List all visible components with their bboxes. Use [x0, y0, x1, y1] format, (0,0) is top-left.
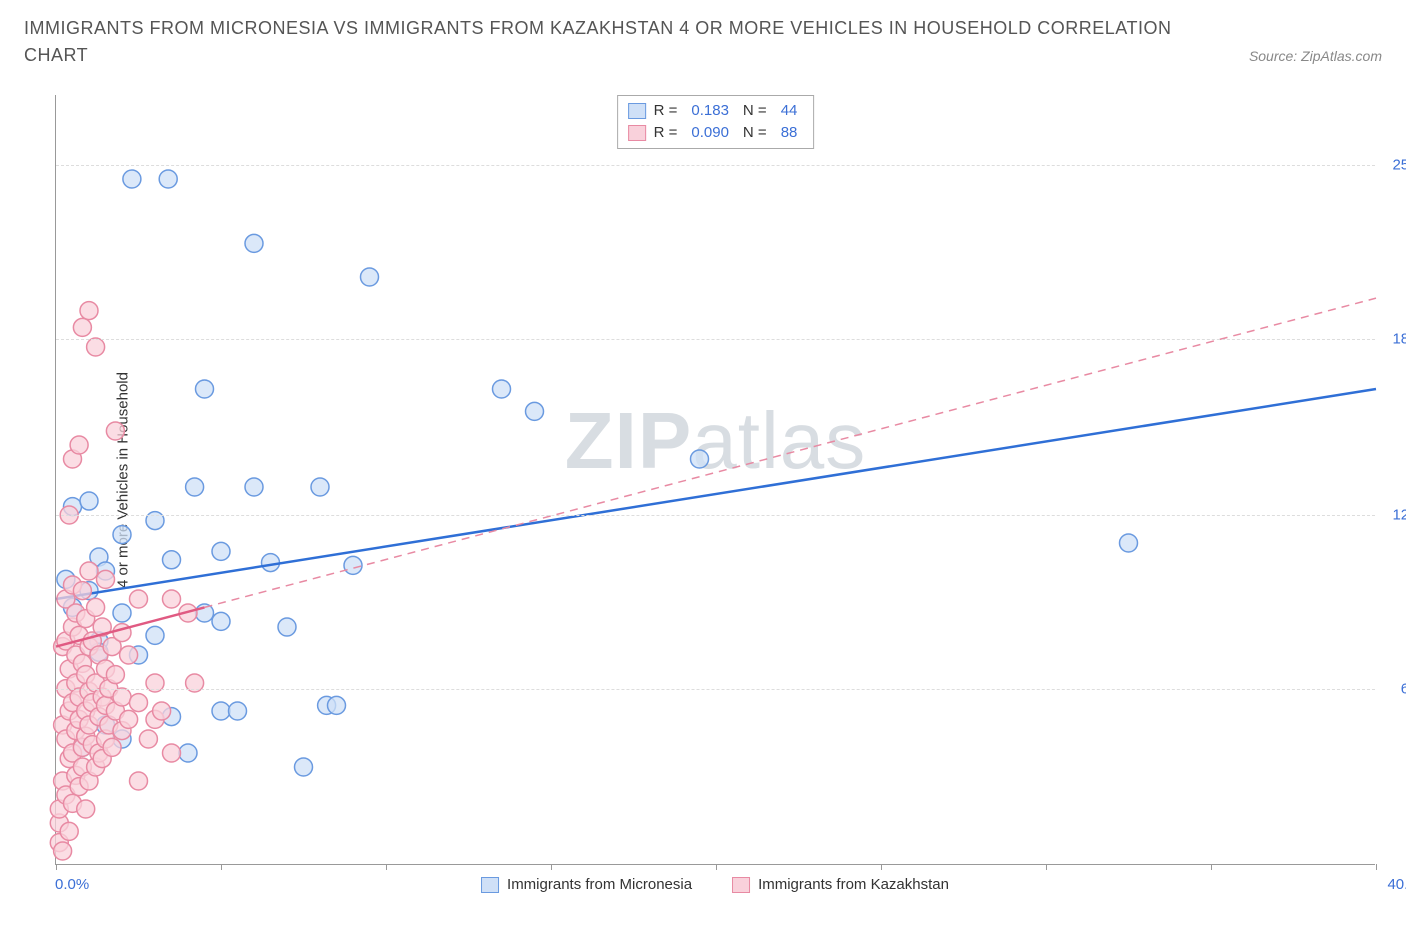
- data-point-kazakhstan: [113, 688, 131, 706]
- x-tick: [1046, 864, 1047, 870]
- y-tick-label: 6.3%: [1401, 680, 1406, 697]
- data-point-micronesia: [159, 170, 177, 188]
- legend-swatch: [732, 877, 750, 893]
- data-point-micronesia: [196, 380, 214, 398]
- data-point-kazakhstan: [163, 744, 181, 762]
- x-tick: [56, 864, 57, 870]
- data-point-kazakhstan: [97, 570, 115, 588]
- data-point-micronesia: [113, 526, 131, 544]
- x-tick: [881, 864, 882, 870]
- legend-swatch: [628, 103, 646, 119]
- data-point-micronesia: [163, 551, 181, 569]
- x-tick: [551, 864, 552, 870]
- data-point-kazakhstan: [80, 302, 98, 320]
- data-point-micronesia: [123, 170, 141, 188]
- legend-n-value: 88: [781, 122, 798, 144]
- data-point-micronesia: [493, 380, 511, 398]
- data-point-micronesia: [146, 626, 164, 644]
- legend-swatch: [628, 125, 646, 141]
- gridline: [56, 165, 1375, 166]
- data-point-micronesia: [361, 268, 379, 286]
- chart-subtitle: CHART: [24, 45, 88, 66]
- data-point-micronesia: [245, 234, 263, 252]
- x-tick: [386, 864, 387, 870]
- data-point-micronesia: [80, 492, 98, 510]
- data-point-micronesia: [278, 618, 296, 636]
- x-tick: [221, 864, 222, 870]
- legend-stat-row: R = 0.090 N = 88: [628, 122, 804, 144]
- data-point-micronesia: [344, 556, 362, 574]
- legend-item: Immigrants from Kazakhstan: [732, 876, 949, 893]
- legend-r-value: 0.183: [691, 100, 729, 122]
- data-point-kazakhstan: [77, 800, 95, 818]
- data-point-micronesia: [262, 554, 280, 572]
- legend-item: Immigrants from Micronesia: [481, 876, 692, 893]
- legend-stat-row: R = 0.183 N = 44: [628, 100, 804, 122]
- data-point-micronesia: [229, 702, 247, 720]
- data-point-kazakhstan: [70, 436, 88, 454]
- data-point-micronesia: [212, 612, 230, 630]
- data-point-micronesia: [113, 604, 131, 622]
- data-point-kazakhstan: [106, 422, 124, 440]
- data-point-kazakhstan: [120, 710, 138, 728]
- x-tick: [716, 864, 717, 870]
- data-point-kazakhstan: [54, 842, 72, 860]
- data-point-micronesia: [526, 402, 544, 420]
- legend-n-value: 44: [781, 100, 798, 122]
- data-point-kazakhstan: [130, 694, 148, 712]
- y-tick-label: 25.0%: [1392, 157, 1406, 174]
- x-axis-max-label: 40.0%: [1387, 876, 1406, 893]
- data-point-micronesia: [186, 478, 204, 496]
- data-point-kazakhstan: [120, 646, 138, 664]
- chart-title: IMMIGRANTS FROM MICRONESIA VS IMMIGRANTS…: [24, 18, 1382, 39]
- data-point-kazakhstan: [60, 822, 78, 840]
- data-point-kazakhstan: [87, 338, 105, 356]
- x-axis-min-label: 0.0%: [55, 876, 89, 893]
- data-point-micronesia: [179, 744, 197, 762]
- gridline: [56, 689, 1375, 690]
- legend-n-label: N =: [743, 122, 767, 144]
- legend-swatch: [481, 877, 499, 893]
- legend-r-label: R =: [654, 122, 678, 144]
- gridline: [56, 515, 1375, 516]
- data-point-micronesia: [1120, 534, 1138, 552]
- data-point-kazakhstan: [80, 562, 98, 580]
- data-point-kazakhstan: [130, 590, 148, 608]
- data-point-kazakhstan: [87, 598, 105, 616]
- data-point-micronesia: [311, 478, 329, 496]
- y-tick-label: 18.8%: [1392, 330, 1406, 347]
- trendline-extension-kazakhstan: [205, 298, 1377, 607]
- x-tick: [1211, 864, 1212, 870]
- data-point-micronesia: [295, 758, 313, 776]
- x-tick: [1376, 864, 1377, 870]
- plot-region: ZIPatlas R =0.183N =44R =0.090N =88 6.3%…: [55, 95, 1375, 865]
- data-point-micronesia: [212, 542, 230, 560]
- data-point-micronesia: [691, 450, 709, 468]
- legend-stats-box: R = 0.183 N = 44 R = 0.090 N = 88: [617, 95, 815, 149]
- data-point-kazakhstan: [163, 590, 181, 608]
- data-point-kazakhstan: [73, 318, 91, 336]
- legend-r-label: R =: [654, 100, 678, 122]
- source-label: Source: ZipAtlas.com: [1249, 48, 1382, 64]
- data-point-micronesia: [328, 696, 346, 714]
- data-point-kazakhstan: [106, 666, 124, 684]
- legend-label: Immigrants from Kazakhstan: [758, 876, 949, 893]
- legend-label: Immigrants from Micronesia: [507, 876, 692, 893]
- legend-r-value: 0.090: [691, 122, 729, 144]
- data-point-kazakhstan: [139, 730, 157, 748]
- y-tick-label: 12.5%: [1392, 507, 1406, 524]
- data-point-micronesia: [212, 702, 230, 720]
- data-point-kazakhstan: [153, 702, 171, 720]
- legend-n-label: N =: [743, 100, 767, 122]
- gridline: [56, 339, 1375, 340]
- data-point-kazakhstan: [130, 772, 148, 790]
- chart-area: 4 or more Vehicles in Household ZIPatlas…: [55, 95, 1375, 865]
- data-point-kazakhstan: [103, 738, 121, 756]
- data-point-micronesia: [245, 478, 263, 496]
- data-point-kazakhstan: [73, 582, 91, 600]
- legend-series: Immigrants from Micronesia Immigrants fro…: [481, 876, 949, 893]
